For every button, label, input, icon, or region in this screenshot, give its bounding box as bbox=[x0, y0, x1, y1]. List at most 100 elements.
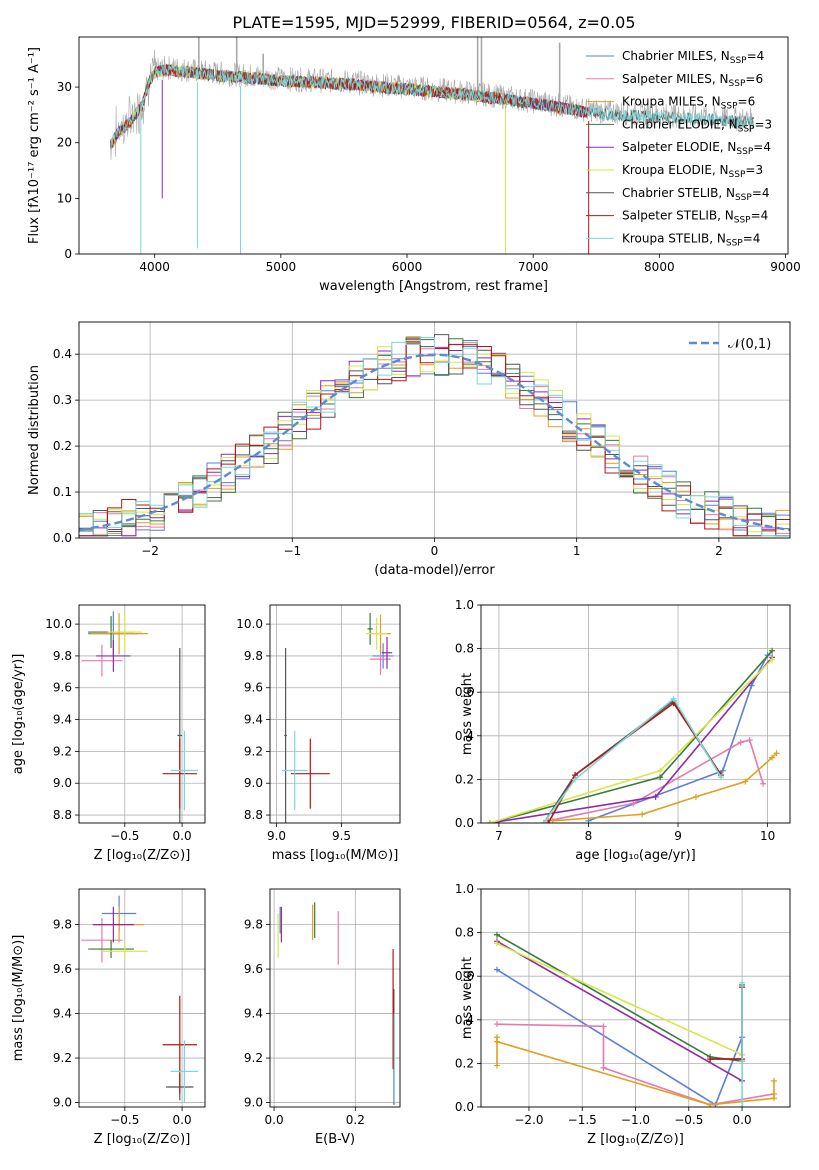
x-axis-label: Z [log₁₀(Z/Z⊙)] bbox=[587, 1132, 684, 1147]
figure-title: PLATE=1595, MJD=52999, FIBERID=0564, z=0… bbox=[232, 13, 635, 32]
age_vs_Z-plot-area bbox=[81, 611, 199, 823]
x-tick-label: 8000 bbox=[644, 260, 675, 274]
y-tick-label: 0.0 bbox=[455, 1100, 474, 1114]
legend-count: =6 bbox=[738, 95, 756, 109]
legend-subscript: SSP bbox=[729, 170, 746, 180]
x-tick-label: 0.0 bbox=[173, 1113, 192, 1127]
mass_weight_vs_age-plot-area bbox=[486, 647, 780, 823]
y-tick-label: 8.8 bbox=[244, 808, 263, 822]
data-point-marker bbox=[493, 966, 500, 973]
mass_vs_EBV-plot-area bbox=[277, 902, 395, 1105]
data-point-marker bbox=[652, 793, 659, 800]
x-tick-label: −0.5 bbox=[110, 829, 139, 843]
x-tick-label: −1.5 bbox=[568, 1113, 597, 1127]
gaussian-curve bbox=[79, 353, 790, 532]
legend-label: Chabrier ELODIE, N bbox=[622, 117, 738, 131]
x-axis-label: mass [log₁₀(M/M⊙)] bbox=[272, 848, 399, 863]
y-tick-label: 9.8 bbox=[53, 649, 72, 663]
y-tick-label: 0.6 bbox=[455, 969, 474, 983]
y-tick-label: 9.4 bbox=[244, 1007, 263, 1021]
x-tick-label: 0.0 bbox=[733, 1113, 752, 1127]
x-tick-label: −2 bbox=[141, 544, 159, 558]
y-tick-label: 9.6 bbox=[53, 681, 72, 695]
legend-label: Salpeter MILES, N bbox=[622, 72, 729, 86]
x-tick-label: −0.5 bbox=[110, 1113, 139, 1127]
residual-histogram bbox=[79, 337, 790, 537]
residual-histogram bbox=[79, 340, 790, 537]
legend-count: =3 bbox=[745, 163, 763, 177]
legend-subscript: SSP bbox=[730, 56, 747, 66]
legend-subscript: SSP bbox=[729, 79, 746, 89]
legend-subscript: SSP bbox=[738, 124, 755, 134]
data-point-marker bbox=[739, 1104, 746, 1107]
y-tick-label: 10.0 bbox=[45, 617, 72, 631]
mass-weight-line bbox=[547, 701, 722, 823]
x-tick-label: −2.0 bbox=[514, 1113, 543, 1127]
legend-label: Chabrier MILES, N bbox=[622, 49, 730, 63]
y-axis-label: mass weight bbox=[460, 957, 475, 1039]
axes-frame bbox=[480, 604, 791, 824]
legend-entry: Salpeter MILES, NSSP=6 bbox=[622, 72, 763, 89]
y-tick-label: 9.8 bbox=[53, 918, 72, 932]
data-point-marker bbox=[769, 656, 776, 663]
axes-frame bbox=[269, 888, 401, 1108]
x-axis-label: Z [log₁₀(Z/Z⊙)] bbox=[94, 848, 191, 863]
legend-count: =4 bbox=[747, 49, 765, 63]
data-point-marker bbox=[771, 1077, 778, 1084]
data-point-marker bbox=[718, 774, 725, 781]
mass_vs_Z-plot-area bbox=[81, 895, 199, 1103]
spectrum-plot-area bbox=[110, 37, 755, 254]
legend-count: =6 bbox=[745, 72, 763, 86]
y-tick-label: 0.4 bbox=[53, 347, 72, 361]
data-point-marker bbox=[746, 737, 753, 744]
y-tick-label: 0 bbox=[64, 247, 72, 261]
legend-entry: Chabrier MILES, NSSP=4 bbox=[622, 49, 764, 66]
legend-entry: Salpeter ELODIE, NSSP=4 bbox=[622, 140, 771, 157]
data-point-marker bbox=[630, 800, 637, 807]
x-tick-label: 9000 bbox=[770, 260, 801, 274]
y-tick-label: 9.2 bbox=[53, 1051, 72, 1065]
legend-count: =4 bbox=[743, 231, 761, 245]
x-tick-label: 7 bbox=[495, 829, 503, 843]
y-tick-label: 0.0 bbox=[53, 531, 72, 545]
axes-frame bbox=[78, 604, 206, 824]
y-tick-label: 9.8 bbox=[244, 918, 263, 932]
model-spectrum bbox=[110, 64, 587, 148]
y-tick-label: 9.2 bbox=[53, 744, 72, 758]
y-tick-label: 0.2 bbox=[53, 439, 72, 453]
model-spectrum bbox=[110, 64, 755, 148]
legend-entry: 𝒩(0,1) bbox=[728, 337, 771, 352]
x-tick-label: 0.0 bbox=[173, 829, 192, 843]
data-point-marker bbox=[657, 767, 664, 774]
y-tick-label: 9.2 bbox=[244, 1051, 263, 1065]
data-point-marker bbox=[639, 811, 646, 818]
data-point-marker bbox=[657, 774, 664, 781]
y-tick-label: 0.4 bbox=[455, 1013, 474, 1027]
legend-entry: Salpeter STELIB, NSSP=4 bbox=[622, 209, 768, 226]
y-axis-label: mass [log₁₀(M/M⊙)] bbox=[11, 935, 26, 1062]
legend-count: =4 bbox=[751, 209, 769, 223]
y-tick-label: 0.8 bbox=[455, 926, 474, 940]
y-tick-label: 0.1 bbox=[53, 485, 72, 499]
data-point-marker bbox=[493, 1021, 500, 1028]
y-tick-label: 9.6 bbox=[244, 962, 263, 976]
mass-weight-line bbox=[543, 697, 722, 823]
mass-weight-line bbox=[489, 650, 773, 823]
x-tick-label: 0.2 bbox=[346, 1113, 365, 1127]
mass_weight_vs_age-panel: 7 8 9 10 0.0 0.2 0.4 0.6 0.8 1.0 age [log₁₀(age/yr… bbox=[455, 598, 791, 863]
legend-subscript: SSP bbox=[721, 102, 738, 112]
data-point-marker bbox=[493, 940, 500, 947]
legend-label: Salpeter STELIB, N bbox=[622, 209, 734, 223]
legend-subscript: SSP bbox=[726, 238, 743, 248]
y-tick-label: 30 bbox=[57, 80, 72, 94]
y-tick-label: 9.4 bbox=[53, 713, 72, 727]
axes-frame bbox=[269, 604, 401, 824]
data-point-marker bbox=[742, 778, 749, 785]
x-tick-label: 9.0 bbox=[267, 829, 286, 843]
spectrum-panel: 4000 5000 6000 7000 8000 9000 0 10 20 30 wavelengt… bbox=[27, 36, 801, 294]
residuals-panel: −2 −1 0 1 2 0.0 0.1 0.2 0.3 0.4 (data-model)/error… bbox=[27, 321, 791, 578]
y-axis-label: Normed distribution bbox=[27, 365, 42, 495]
x-tick-label: −1.0 bbox=[621, 1113, 650, 1127]
x-tick-label: 4000 bbox=[139, 260, 170, 274]
